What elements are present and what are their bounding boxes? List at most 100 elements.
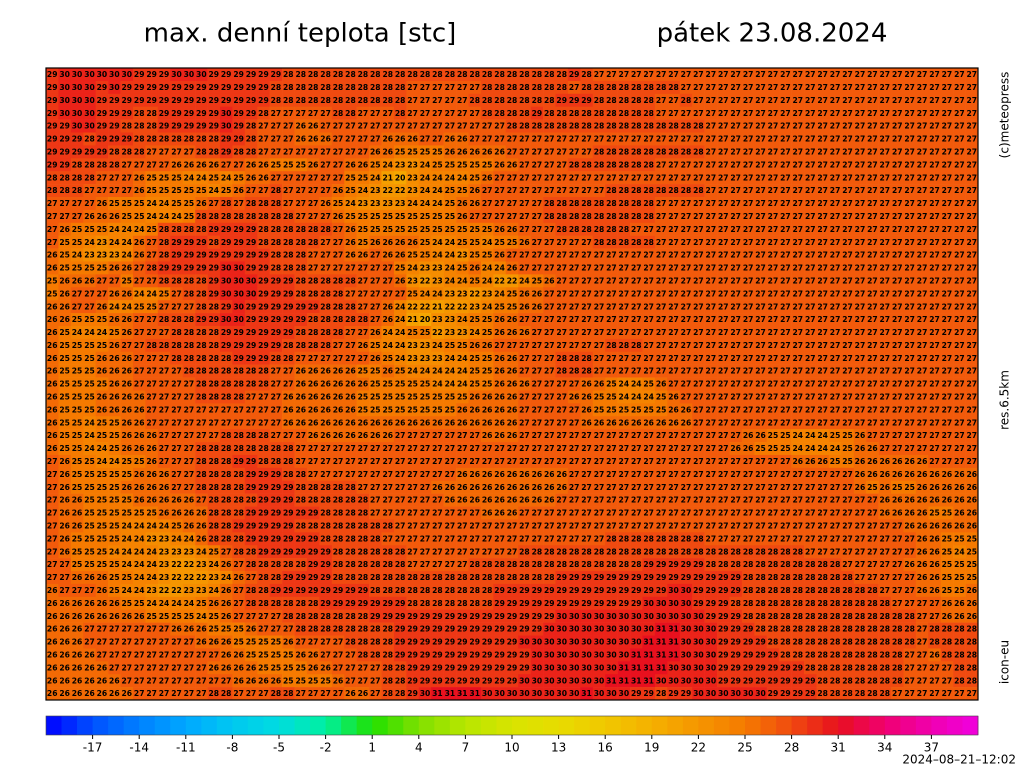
cell-value: 27 — [134, 341, 145, 350]
cell-value: 27 — [830, 225, 841, 234]
cell-value: 27 — [954, 238, 965, 247]
cell-value: 27 — [768, 380, 779, 389]
cell-value: 28 — [295, 289, 306, 298]
cell-value: 27 — [892, 251, 903, 260]
cell-value: 27 — [830, 276, 841, 285]
cell-value: 27 — [544, 135, 555, 144]
cell-value: 28 — [345, 96, 356, 105]
cell — [46, 119, 59, 133]
cell-value: 27 — [880, 418, 891, 427]
cell-value: 27 — [904, 109, 915, 118]
cell-value: 28 — [196, 147, 207, 156]
cell-value: 27 — [358, 289, 369, 298]
cell — [46, 80, 59, 95]
cell-value: 27 — [532, 199, 543, 208]
cell-value: 27 — [718, 315, 729, 324]
cell-value: 25 — [382, 225, 393, 234]
cell-value: 28 — [196, 276, 207, 285]
cell-value: 27 — [681, 380, 692, 389]
cell-value: 26 — [494, 483, 505, 492]
cell-value: 26 — [432, 418, 443, 427]
cell-value: 24 — [134, 289, 145, 298]
cell-value: 27 — [917, 173, 928, 182]
cell-value: 28 — [681, 186, 692, 195]
cell-value: 26 — [942, 470, 953, 479]
cell-value: 29 — [159, 96, 170, 105]
cell-value: 27 — [755, 483, 766, 492]
cell-value: 24 — [84, 444, 95, 453]
cell-value: 27 — [681, 109, 692, 118]
cell — [605, 93, 618, 107]
cell-value: 26 — [333, 367, 344, 376]
cell-value: 27 — [867, 147, 878, 156]
cell-value: 27 — [805, 109, 816, 118]
cell-value: 27 — [171, 393, 182, 402]
cell-value: 27 — [768, 225, 779, 234]
cell-value: 29 — [208, 289, 219, 298]
cell-value: 27 — [631, 302, 642, 311]
cell — [692, 106, 705, 120]
cell-value: 27 — [917, 212, 928, 221]
cell-value: 27 — [842, 418, 853, 427]
cell-value: 27 — [271, 173, 282, 182]
cell-value: 29 — [171, 264, 182, 273]
cell-value: 28 — [171, 315, 182, 324]
cell-value: 27 — [892, 212, 903, 221]
cell-value: 25 — [121, 212, 132, 221]
cell-value: 27 — [706, 70, 717, 79]
cell-value: 29 — [97, 109, 108, 118]
cell-value: 27 — [643, 483, 654, 492]
cell-value: 25 — [494, 238, 505, 247]
cell-value: 28 — [445, 70, 456, 79]
cell-value: 27 — [594, 70, 605, 79]
cell-value: 27 — [892, 289, 903, 298]
cell-value: 27 — [842, 380, 853, 389]
cell-value: 24 — [469, 328, 480, 337]
cell-value: 28 — [320, 315, 331, 324]
cell-value: 27 — [966, 302, 977, 311]
cell-value: 26 — [942, 483, 953, 492]
cell-value: 28 — [258, 238, 269, 247]
cell-value: 27 — [668, 341, 679, 350]
cell-value: 29 — [258, 483, 269, 492]
cell-value: 27 — [842, 289, 853, 298]
cell-value: 25 — [382, 393, 393, 402]
cell-value: 27 — [556, 186, 567, 195]
cell-value: 27 — [842, 160, 853, 169]
cell-value: 27 — [271, 393, 282, 402]
cell-value: 27 — [892, 70, 903, 79]
timestamp: 2024–08–21–12:02 — [902, 753, 1016, 767]
cell-value: 28 — [59, 173, 70, 182]
cell-value: 25 — [109, 328, 120, 337]
cell-value: 26 — [482, 173, 493, 182]
cell-value: 27 — [718, 199, 729, 208]
cell-value: 25 — [395, 367, 406, 376]
cell-value: 27 — [954, 122, 965, 131]
cell-value: 28 — [221, 431, 232, 440]
cell-value: 27 — [594, 276, 605, 285]
cell-value: 27 — [146, 393, 157, 402]
cell-value: 27 — [780, 470, 791, 479]
cell — [369, 68, 382, 82]
cell-value: 26 — [171, 496, 182, 505]
cell-value: 27 — [706, 315, 717, 324]
cell-value: 27 — [258, 135, 269, 144]
cell-value: 27 — [842, 212, 853, 221]
cell-value: 28 — [134, 109, 145, 118]
cell-value: 25 — [842, 431, 853, 440]
cell-value: 23 — [395, 160, 406, 169]
cell-value: 27 — [768, 276, 779, 285]
cell-value: 27 — [780, 302, 791, 311]
cell-value: 26 — [109, 264, 120, 273]
cell-value: 27 — [880, 147, 891, 156]
cell-value: 27 — [706, 160, 717, 169]
cell-value: 27 — [382, 444, 393, 453]
cell-value: 27 — [830, 264, 841, 273]
cell-value: 27 — [718, 289, 729, 298]
cell-value: 27 — [892, 393, 903, 402]
cell — [841, 93, 855, 107]
cell-value: 25 — [457, 225, 468, 234]
cell-value: 28 — [494, 70, 505, 79]
cell-value: 27 — [121, 341, 132, 350]
cell — [232, 68, 246, 82]
